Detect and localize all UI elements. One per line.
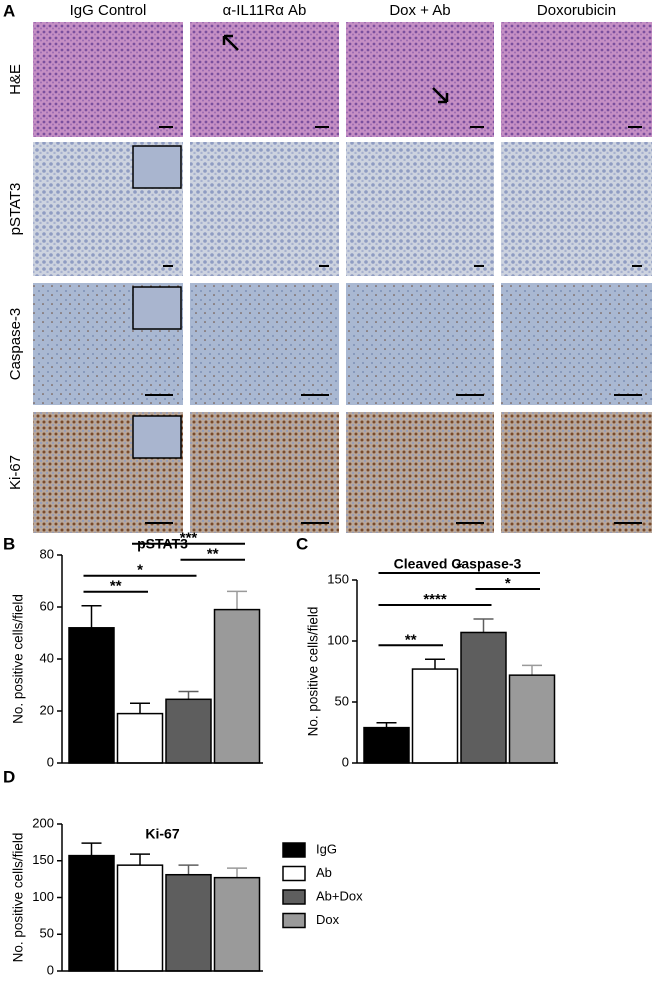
y-tick-label: 200 — [32, 815, 54, 830]
arrow — [432, 87, 449, 104]
micrograph — [501, 283, 652, 405]
legend-label: Dox — [316, 912, 340, 927]
bar — [165, 873, 212, 972]
row-label: H&E — [7, 64, 24, 95]
panel-label: B — [3, 534, 15, 553]
micrograph — [346, 22, 494, 137]
y-tick-label: 0 — [47, 754, 54, 769]
column-header: Doxorubicin — [537, 2, 616, 19]
legend-swatch — [282, 889, 306, 905]
y-axis-label: No. positive cells/field — [11, 594, 26, 724]
y-tick-label: 150 — [327, 571, 349, 586]
y-tick-label: 80 — [40, 546, 54, 561]
significance-label: ** — [405, 631, 417, 648]
y-axis-label: No. positive cells/field — [306, 607, 321, 737]
column-header: α-IL11Rα Ab — [223, 2, 307, 19]
legend-swatch — [282, 912, 306, 929]
bar — [68, 627, 115, 764]
row-label: pSTAT3 — [7, 183, 24, 236]
row-label: Ki-67 — [7, 455, 24, 490]
column-header: Dox + Ab — [389, 2, 450, 19]
micrograph — [346, 142, 494, 276]
significance-label: ** — [110, 578, 122, 595]
row-label: Caspase-3 — [7, 308, 24, 381]
legend-swatch — [282, 865, 306, 882]
bar — [116, 712, 164, 764]
significance-label: ** — [207, 546, 219, 563]
micrograph — [190, 142, 339, 276]
y-tick-label: 20 — [40, 702, 54, 717]
significance-label: * — [456, 559, 462, 576]
legend-label: IgG — [316, 841, 337, 856]
bar — [460, 631, 507, 764]
y-tick-label: 150 — [32, 852, 54, 867]
y-tick-label: 50 — [335, 693, 349, 708]
legend-label: Ab — [316, 865, 332, 880]
micrograph — [190, 283, 339, 405]
y-tick-label: 0 — [47, 962, 54, 977]
bar — [508, 674, 556, 764]
bar — [411, 668, 459, 764]
arrow — [222, 34, 239, 51]
bar — [213, 608, 261, 764]
micrograph — [190, 412, 339, 533]
y-tick-label: 40 — [40, 650, 54, 665]
micrograph — [346, 412, 494, 533]
micrograph — [190, 22, 339, 137]
y-tick-label: 50 — [40, 926, 54, 941]
panel-label: A — [3, 1, 15, 20]
legend-swatch — [282, 842, 306, 858]
micrograph — [33, 22, 183, 137]
y-tick-label: 0 — [342, 754, 349, 769]
inset — [132, 286, 182, 330]
micrograph — [501, 142, 652, 276]
bar — [213, 876, 261, 972]
significance-label: *** — [180, 530, 198, 547]
micrograph — [346, 283, 494, 405]
column-header: IgG Control — [70, 2, 147, 19]
panel-label: D — [3, 767, 15, 786]
y-tick-label: 60 — [40, 598, 54, 613]
bar — [68, 854, 115, 972]
significance-label: **** — [423, 591, 447, 608]
bar — [363, 726, 410, 764]
bar — [165, 698, 212, 764]
y-axis-label: No. positive cells/field — [11, 833, 26, 963]
y-tick-label: 100 — [327, 632, 349, 647]
y-tick-label: 100 — [32, 889, 54, 904]
panel-label: C — [296, 534, 308, 553]
chart-title: Ki-67 — [145, 826, 179, 842]
significance-label: * — [505, 575, 511, 592]
micrograph — [501, 412, 652, 533]
significance-label: * — [137, 562, 143, 579]
legend-label: Ab+Dox — [316, 888, 363, 903]
inset — [132, 145, 182, 189]
bar — [116, 864, 164, 972]
micrograph — [501, 22, 652, 137]
chart-title: Cleaved Caspase-3 — [394, 556, 522, 572]
inset — [132, 415, 182, 459]
